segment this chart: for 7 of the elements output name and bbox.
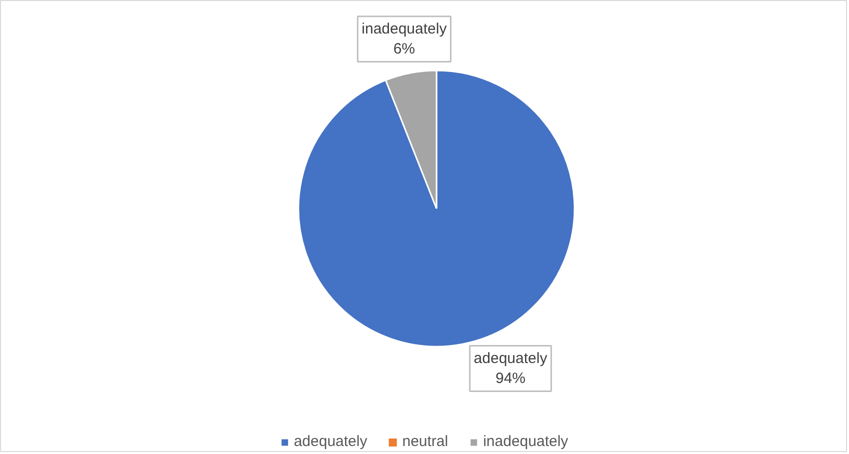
legend-label: inadequately bbox=[483, 433, 568, 450]
slice-label: inadequately bbox=[362, 20, 448, 38]
legend-label: neutral bbox=[402, 433, 448, 450]
data-label: 6% bbox=[393, 40, 416, 58]
data-label: 94% bbox=[495, 370, 526, 388]
legend-label: adequately bbox=[294, 433, 368, 450]
slice-label: adequately bbox=[474, 350, 548, 367]
